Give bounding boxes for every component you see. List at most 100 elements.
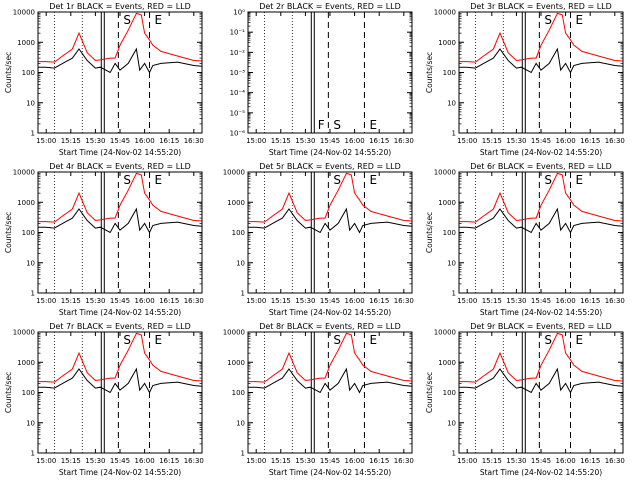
y-tick-label: 100: [22, 69, 35, 77]
x-tick-label: 15:00: [246, 137, 266, 145]
series-events-line: [38, 207, 203, 234]
y-tick-label: 1: [452, 450, 456, 458]
panel-det-2: Det 2r BLACK = Events, RED = LLD Start Ti…: [230, 2, 414, 157]
y-tick-label: 10: [26, 259, 35, 267]
marker-label: S: [544, 333, 552, 347]
y-tick-label: 1: [241, 450, 245, 458]
y-tick-label: 1000: [17, 359, 35, 367]
panel-title: Det 8r BLACK = Events, RED = LLD: [259, 322, 401, 331]
panel-det-9: Det 9r BLACK = Events, RED = LLD Start Ti…: [425, 322, 625, 477]
x-tick-label: 15:00: [246, 457, 266, 465]
panel-title: Det 5r BLACK = Events, RED = LLD: [259, 162, 401, 171]
y-tick-label: 100: [443, 229, 456, 237]
marker-label: S: [544, 13, 552, 27]
x-tick-label: 16:15: [580, 457, 600, 465]
panel-title: Det 6r BLACK = Events, RED = LLD: [470, 162, 612, 171]
series-events-line: [459, 47, 624, 74]
marker-label: S: [123, 173, 131, 187]
y-tick-label: 100: [232, 229, 245, 237]
x-tick-label: 15:15: [482, 137, 502, 145]
series-events-line: [248, 207, 413, 234]
series-events-line: [38, 367, 203, 394]
y-axis-label: Counts/sec: [4, 212, 13, 253]
y-tick-label: 1: [31, 130, 35, 138]
x-tick-label: 15:45: [531, 137, 551, 145]
x-tick-label: 15:45: [320, 457, 340, 465]
panel-det-8: Det 8r BLACK = Events, RED = LLD Start Ti…: [223, 322, 414, 477]
x-tick-label: 15:30: [295, 457, 315, 465]
panel-title: Det 9r BLACK = Events, RED = LLD: [470, 322, 612, 331]
y-tick-label: 10: [26, 99, 35, 107]
panel-det-5: Det 5r BLACK = Events, RED = LLD Start Ti…: [223, 162, 414, 317]
x-axis-label: Start Time (24-Nov-02 14:55:20): [480, 468, 602, 477]
x-tick-label: 16:00: [556, 457, 576, 465]
panel-title: Det 3r BLACK = Events, RED = LLD: [470, 2, 612, 11]
x-tick-label: 16:15: [369, 297, 389, 305]
y-tick-label: 1000: [438, 39, 456, 47]
marker-label: F: [318, 118, 325, 132]
marker-label: E: [576, 13, 584, 27]
x-tick-label: 16:15: [159, 297, 179, 305]
marker-label: S: [544, 173, 552, 187]
x-tick-label: 16:30: [184, 297, 204, 305]
series-lld-line: [459, 332, 624, 383]
x-tick-label: 15:00: [246, 297, 266, 305]
panel-title: Det 2r BLACK = Events, RED = LLD: [259, 2, 401, 11]
y-tick-label: 10: [447, 99, 456, 107]
y-tick-label: 10⁻²: [230, 49, 246, 57]
marker-label: E: [576, 173, 584, 187]
x-tick-label: 15:15: [482, 457, 502, 465]
panel-det-4: Det 4r BLACK = Events, RED = LLD Start Ti…: [4, 162, 204, 317]
y-tick-label: 100: [22, 389, 35, 397]
x-tick-label: 15:15: [271, 297, 291, 305]
x-tick-label: 16:00: [345, 137, 365, 145]
y-tick-label: 10⁻⁶: [230, 130, 246, 138]
y-axis-label: Counts/sec: [425, 212, 434, 253]
x-tick-label: 15:15: [61, 137, 81, 145]
y-tick-label: 10000: [223, 329, 245, 337]
y-tick-label: 1: [452, 290, 456, 298]
x-axis-label: Start Time (24-Nov-02 14:55:20): [59, 308, 181, 317]
x-tick-label: 16:15: [369, 457, 389, 465]
x-tick-label: 15:00: [36, 297, 56, 305]
y-tick-label: 10000: [13, 9, 35, 17]
y-tick-label: 100: [232, 389, 245, 397]
panel-title: Det 7r BLACK = Events, RED = LLD: [49, 322, 191, 331]
marker-label: S: [333, 333, 341, 347]
x-tick-label: 15:15: [61, 457, 81, 465]
x-tick-label: 15:45: [320, 297, 340, 305]
x-tick-label: 15:30: [85, 297, 105, 305]
x-tick-label: 15:45: [110, 457, 130, 465]
x-tick-label: 15:45: [531, 297, 551, 305]
y-tick-label: 1000: [227, 199, 245, 207]
y-tick-label: 10000: [13, 329, 35, 337]
x-tick-label: 16:00: [345, 457, 365, 465]
x-tick-label: 15:30: [295, 137, 315, 145]
x-tick-label: 15:00: [457, 297, 477, 305]
x-tick-label: 16:30: [605, 297, 625, 305]
x-axis-label: Start Time (24-Nov-02 14:55:20): [269, 148, 391, 157]
x-axis-label: Start Time (24-Nov-02 14:55:20): [59, 148, 181, 157]
y-tick-label: 10⁰: [233, 9, 245, 17]
x-axis-label: Start Time (24-Nov-02 14:55:20): [480, 308, 602, 317]
y-tick-label: 10: [447, 419, 456, 427]
marker-label: E: [369, 173, 377, 187]
x-tick-label: 15:15: [482, 297, 502, 305]
x-tick-label: 16:15: [580, 297, 600, 305]
marker-label: E: [369, 333, 377, 347]
panel-det-6: Det 6r BLACK = Events, RED = LLD Start Ti…: [425, 162, 625, 317]
y-tick-label: 10000: [434, 329, 456, 337]
x-tick-label: 16:00: [556, 297, 576, 305]
y-tick-label: 10⁻³: [230, 69, 246, 77]
y-tick-label: 1000: [17, 199, 35, 207]
x-tick-label: 16:30: [394, 297, 414, 305]
marker-label: E: [369, 118, 377, 132]
x-tick-label: 15:45: [110, 297, 130, 305]
marker-label: S: [123, 333, 131, 347]
marker-label: E: [155, 173, 163, 187]
series-events-line: [38, 47, 203, 74]
series-lld-line: [459, 172, 624, 223]
panel-det-3: Det 3r BLACK = Events, RED = LLD Start Ti…: [425, 2, 625, 157]
